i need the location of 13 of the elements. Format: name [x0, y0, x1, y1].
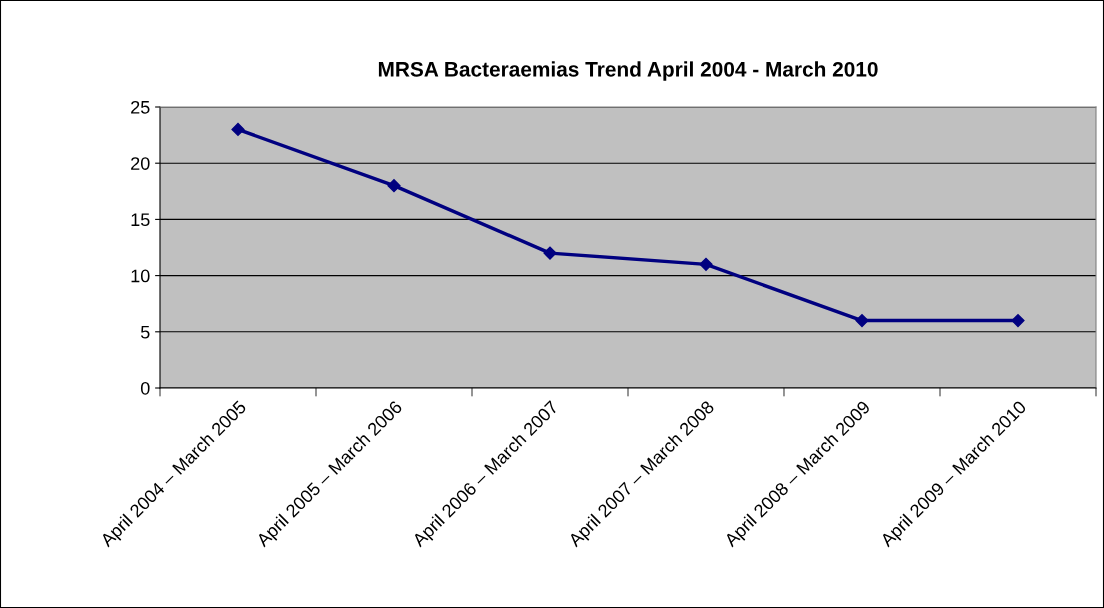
point [387, 179, 401, 193]
point [1011, 313, 1025, 328]
point [855, 313, 869, 328]
point [231, 122, 245, 137]
y-tick-label: 10 [131, 269, 150, 283]
y-tick-label: 0 [140, 381, 150, 395]
y-tick-label: 20 [131, 157, 150, 170]
point [699, 257, 713, 271]
y-tick-label: 25 [131, 100, 150, 114]
point [543, 246, 557, 260]
y-tick-label: 15 [131, 213, 150, 227]
y-tick-label: 5 [140, 325, 150, 339]
chart-title: MRSA Bacteraemias Trend April 2004 - March 2010 [378, 61, 878, 81]
